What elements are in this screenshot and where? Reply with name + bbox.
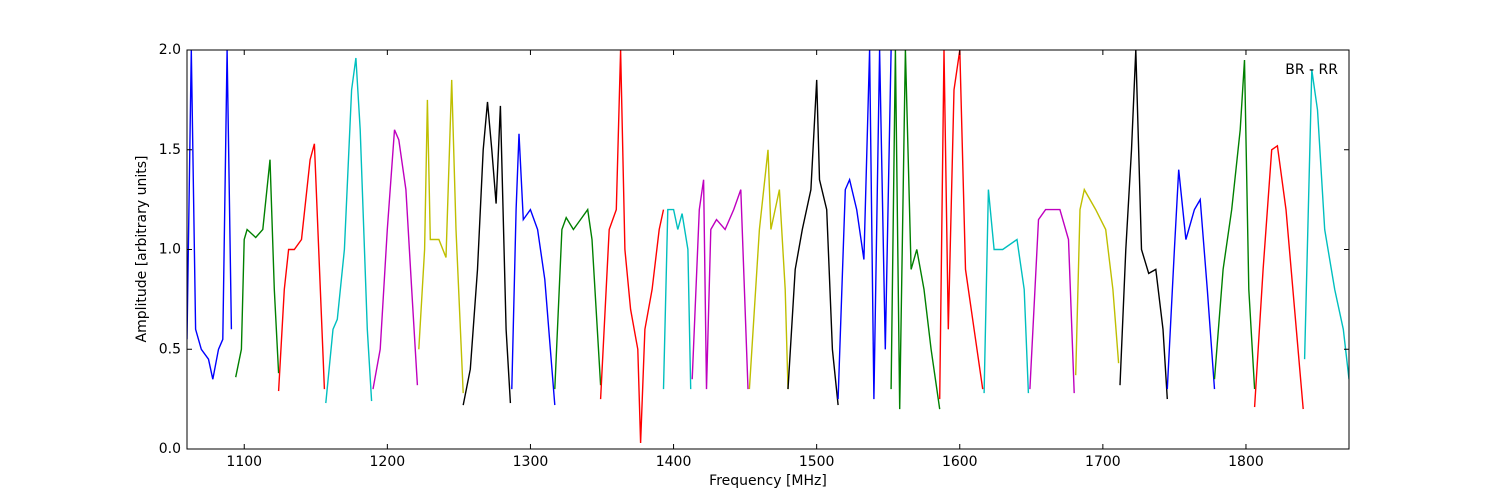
data-line	[1303, 69, 1349, 380]
annotation: BR - RR	[1285, 62, 1338, 78]
data-line	[511, 133, 556, 406]
data-line	[939, 50, 984, 400]
y-tick-label: 1.5	[159, 142, 181, 158]
x-tick-label: 1200	[370, 454, 406, 470]
y-axis-label: Amplitude [arbitrary units]	[134, 156, 150, 343]
data-line	[662, 208, 692, 390]
data-line	[187, 50, 233, 380]
x-tick-label: 1700	[1085, 454, 1121, 470]
x-tick-label: 1600	[942, 454, 978, 470]
data-line	[983, 189, 1030, 394]
data-line	[691, 179, 749, 390]
data-line	[235, 159, 280, 378]
y-tick-label: 0.5	[159, 341, 181, 357]
data-line	[325, 57, 373, 404]
y-tick-label: 0.0	[159, 441, 181, 457]
data-line	[277, 143, 326, 392]
x-tick-label: 1800	[1228, 454, 1264, 470]
data-line	[748, 149, 789, 390]
data-line	[418, 79, 464, 394]
y-tick-label: 1.0	[159, 242, 181, 258]
data-line	[787, 79, 839, 406]
data-line	[1029, 208, 1075, 394]
data-line	[1119, 50, 1168, 400]
data-line	[599, 50, 665, 444]
x-tick-label: 1100	[226, 454, 262, 470]
data-line	[1213, 59, 1256, 390]
data-line	[1166, 169, 1216, 390]
data-line	[554, 207, 602, 390]
x-axis-label: Frequency [MHz]	[709, 473, 827, 489]
x-tick-label: 1500	[799, 454, 835, 470]
x-tick-label: 1400	[656, 454, 692, 470]
y-tick-label: 2.0	[159, 42, 181, 58]
data-line	[890, 50, 941, 410]
data-line	[462, 101, 512, 406]
data-line	[837, 50, 892, 400]
data-line	[372, 129, 419, 390]
data-line	[1253, 144, 1304, 410]
x-tick-label: 1300	[513, 454, 549, 470]
data-line	[1075, 187, 1120, 376]
